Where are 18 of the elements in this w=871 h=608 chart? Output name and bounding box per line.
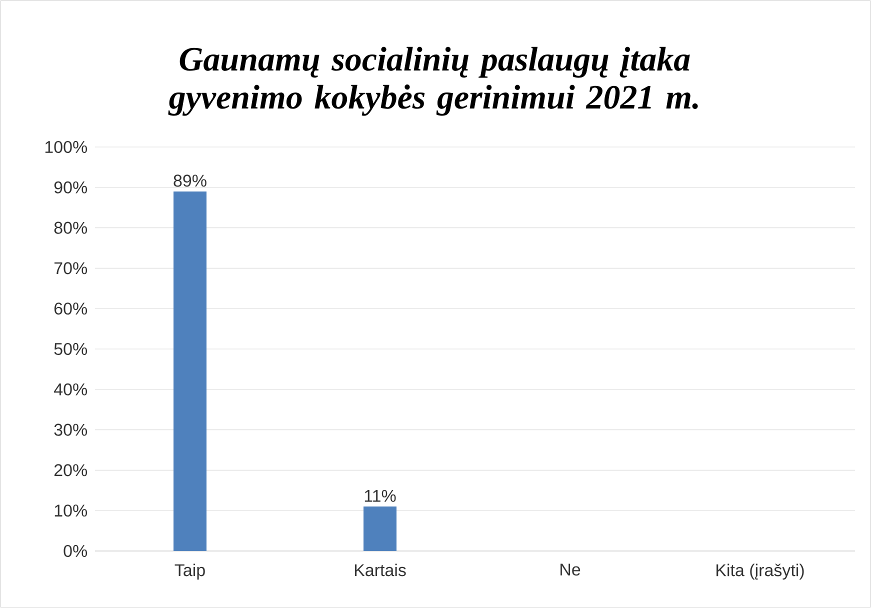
y-tick-label: 50%: [54, 342, 88, 356]
y-tick-label: 20%: [54, 464, 88, 476]
x-tick-label: Kartais: [354, 564, 406, 576]
x-tick-label: Kita (įrašyti): [716, 564, 804, 580]
y-tick-label: 0%: [64, 544, 88, 558]
x-tick-label: Ne: [560, 564, 580, 576]
x-tick-label: Taip: [174, 564, 205, 580]
chart-title: Gaunamų socialinių paslaugų įtaka gyvenimo kokybės gerinimui 2021 m.: [168, 46, 698, 116]
y-tick-label: 30%: [54, 424, 88, 436]
y-tick-label: 40%: [54, 383, 88, 396]
y-tick-label: 100%: [45, 140, 88, 154]
y-tick-label: 70%: [54, 262, 88, 274]
y-tick-label: 60%: [54, 302, 88, 315]
data-label: 89%: [174, 174, 206, 187]
y-tick-label: 90%: [54, 181, 88, 194]
y-tick-label: 80%: [54, 222, 88, 234]
data-label: 11%: [364, 490, 396, 502]
y-tick-label: 10%: [54, 504, 88, 517]
